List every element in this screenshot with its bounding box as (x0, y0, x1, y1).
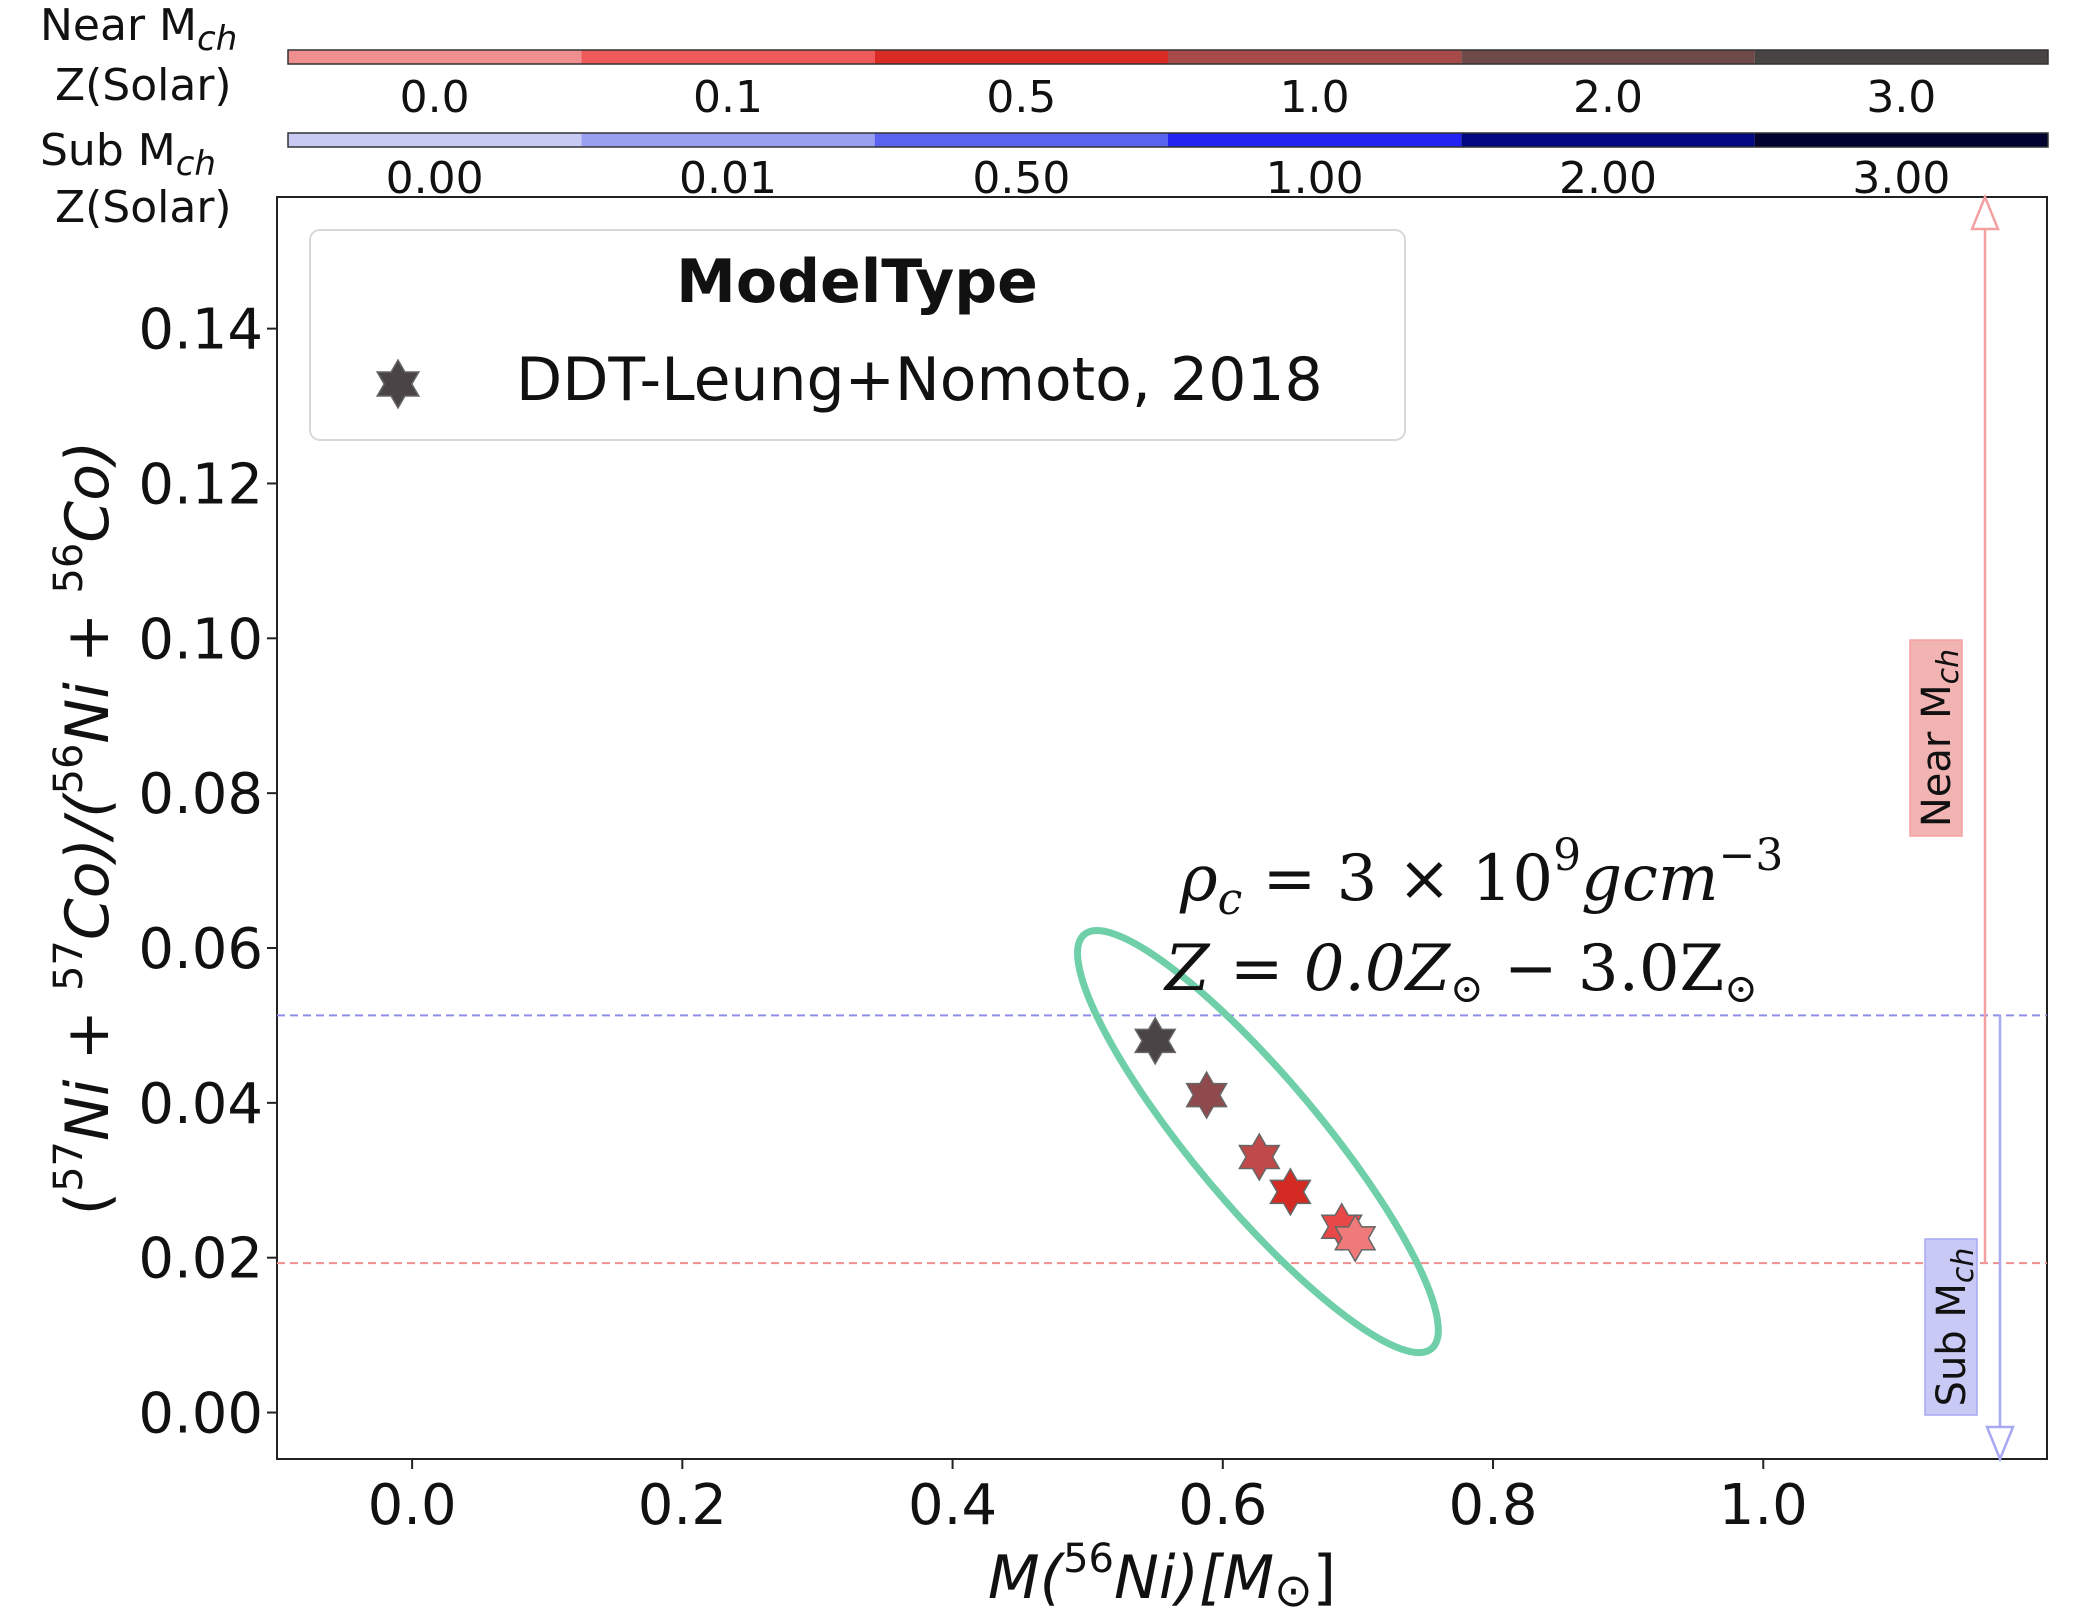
highlight-ellipse (1074, 927, 1442, 1357)
sub-mch-label: Sub Mch (1929, 1248, 1981, 1407)
sub-mch-colorbar-tick-label: 0.01 (679, 153, 777, 204)
sub-mch-colorbar-segment (1461, 133, 1755, 147)
y-tick-label: 0.00 (138, 1382, 263, 1447)
near-mch-colorbar-tick-label: 0.1 (693, 72, 763, 123)
y-tick-label: 0.12 (138, 452, 263, 517)
sub-mch-colorbar-segment (874, 133, 1168, 147)
sub-mch-colorbar-sublabel: Z(Solar) (55, 182, 232, 233)
range-arrows: Near Mch Sub Mch (1909, 193, 2015, 1463)
x-tick-label: 0.2 (638, 1473, 727, 1538)
sub-mch-label-box (1924, 1238, 1978, 1416)
sub-mch-arrow-head (1985, 1425, 2015, 1463)
near-mch-colorbar-tick-label: 1.0 (1280, 72, 1350, 123)
near-mch-label-box (1909, 639, 1963, 837)
data-point-star (1269, 1167, 1312, 1217)
data-point-star (1133, 1016, 1177, 1066)
sub-mch-colorbar-tick-label: 0.50 (972, 153, 1070, 204)
svg-text:Z = 0.0Z⊙ − 3.0Z⊙: Z = 0.0Z⊙ − 3.0Z⊙ (1163, 932, 1758, 1012)
svg-text:Sub Mch: Sub Mch (40, 125, 216, 184)
sub-mch-colorbar-segment (1168, 133, 1462, 147)
data-point-star (1185, 1070, 1228, 1120)
sub-mch-colorbar-segment (1754, 133, 2048, 147)
legend-star-marker (375, 358, 421, 410)
near-mch-label: Near Mch (1914, 649, 1966, 827)
sub-mch-colorbar-border (287, 132, 2049, 148)
y-tick-label: 0.10 (138, 607, 263, 672)
near-mch-colorbar-segment (581, 50, 875, 64)
density-annotation: ρc = 3 × 109gcm−3 (1179, 830, 1783, 925)
x-axis-label: M(56Ni)[M⊙] (988, 1536, 1336, 1612)
y-tick-label: 0.02 (138, 1227, 263, 1292)
legend-entry-label: DDT-Leung+Nomoto, 2018 (516, 345, 1323, 415)
x-tick-label: 0.4 (908, 1473, 997, 1538)
scatter-points (1133, 1016, 1377, 1263)
sub-mch-colorbar-tick-label: 3.00 (1852, 153, 1950, 204)
x-tick-label: 0.8 (1448, 1473, 1537, 1538)
near-mch-colorbar: 0.0 0.1 0.5 1.0 2.0 3.0 (287, 49, 2049, 123)
x-tick-label: 0.0 (368, 1473, 457, 1538)
near-mch-colorbar-segment (1754, 50, 2048, 64)
plot-frame (276, 196, 2048, 1460)
highlight-ellipse-layer (1074, 927, 1442, 1357)
y-tick-label: 0.04 (138, 1072, 263, 1137)
near-mch-colorbar-tick-label: 2.0 (1573, 72, 1643, 123)
near-mch-colorbar-tick-label: 0.5 (986, 72, 1056, 123)
y-axis-ticks: 0.00 0.02 0.04 0.06 0.08 0.10 0.12 0.14 (138, 298, 277, 1447)
near-mch-colorbar-title: Near Mch (40, 0, 237, 59)
sub-mch-colorbar-segment (288, 133, 582, 147)
y-tick-label: 0.14 (138, 298, 263, 363)
near-mch-colorbar-segment (1461, 50, 1755, 64)
near-mch-arrow-head (1970, 193, 2000, 231)
sub-mch-colorbar-segment (581, 133, 875, 147)
legend-title: ModelType (676, 247, 1038, 317)
near-mch-colorbar-border (287, 49, 2049, 65)
y-tick-label: 0.08 (138, 762, 263, 827)
legend-box (309, 229, 1406, 441)
sub-mch-colorbar-title: Sub Mch (40, 125, 216, 184)
legend: ModelType DDT-Leung+Nomoto, 2018 (309, 229, 1406, 441)
threshold-lines (277, 1014, 2047, 1265)
sub-mch-colorbar: 0.00 0.01 0.50 1.00 2.00 3.00 (287, 132, 2049, 204)
near-mch-colorbar-segment (1168, 50, 1462, 64)
near-mch-colorbar-segment (874, 50, 1168, 64)
near-mch-colorbar-segment (288, 50, 582, 64)
svg-text:(57Ni + 57Co)/(56Ni + 56Co): (57Ni + 57Co)/(56Ni + 56Co) (46, 441, 123, 1216)
svg-text:Near Mch: Near Mch (40, 0, 237, 59)
x-tick-label: 0.6 (1178, 1473, 1267, 1538)
x-axis-ticks: 0.0 0.2 0.4 0.6 0.8 1.0 (368, 1459, 1808, 1538)
y-tick-label: 0.06 (138, 917, 263, 982)
x-tick-label: 1.0 (1719, 1473, 1808, 1538)
svg-text:M(56Ni)[M⊙]: M(56Ni)[M⊙] (988, 1536, 1336, 1612)
sub-mch-colorbar-tick-label: 1.00 (1266, 153, 1364, 204)
near-mch-colorbar-tick-label: 0.0 (400, 72, 470, 123)
svg-text:ρc = 3 × 109gcm−3: ρc = 3 × 109gcm−3 (1179, 830, 1783, 925)
sub-mch-colorbar-tick-label: 0.00 (386, 153, 484, 204)
near-mch-colorbar-tick-label: 3.0 (1866, 72, 1936, 123)
near-mch-colorbar-sublabel: Z(Solar) (55, 60, 232, 111)
y-axis-label: (57Ni + 57Co)/(56Ni + 56Co) (46, 441, 123, 1216)
legend-star-icon (375, 358, 421, 410)
metallicity-annotation: Z = 0.0Z⊙ − 3.0Z⊙ (1163, 932, 1758, 1012)
data-point-star (1333, 1213, 1377, 1263)
sub-mch-colorbar-tick-label: 2.00 (1559, 153, 1657, 204)
data-point-star (1238, 1132, 1281, 1182)
